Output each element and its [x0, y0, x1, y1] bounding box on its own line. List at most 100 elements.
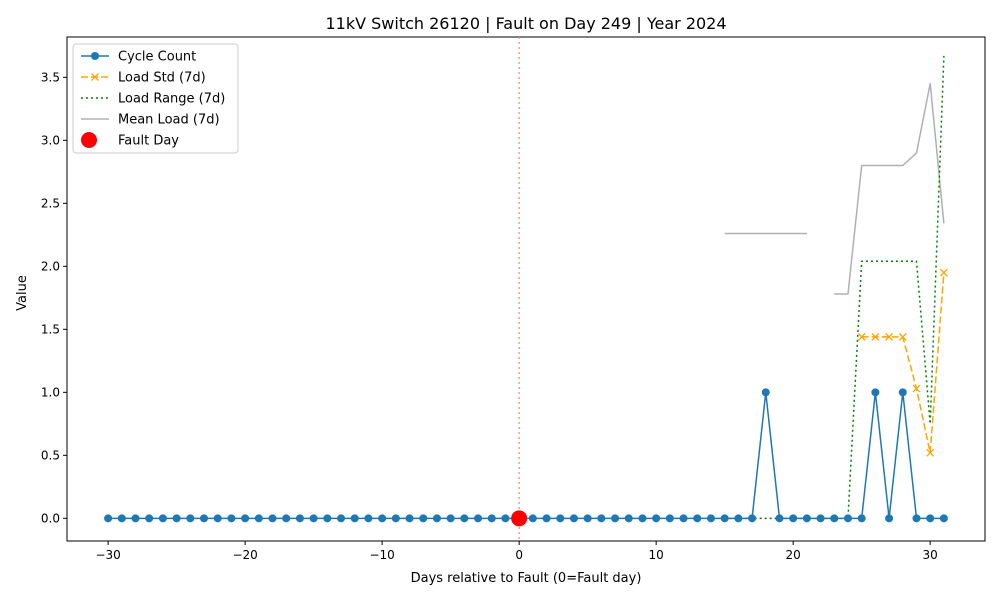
cycle-count-point — [241, 514, 250, 523]
cycle-count-point — [748, 514, 757, 523]
y-tick-label: 2.0 — [41, 259, 60, 273]
cycle-count-point — [350, 514, 359, 523]
x-tick-label: 30 — [923, 548, 938, 562]
cycle-count-point — [789, 514, 798, 523]
cycle-count-point — [775, 514, 784, 523]
cycle-count-point — [665, 514, 674, 523]
cycle-count-point — [611, 514, 620, 523]
cycle-count-point — [816, 514, 825, 523]
series-line — [108, 391, 944, 520]
cycle-count-point — [871, 388, 880, 397]
legend: Cycle Count Load Std (7d) Load Range (7d) M… — [72, 43, 239, 154]
cycle-count-point — [117, 514, 126, 523]
cycle-count-point — [104, 514, 113, 523]
legend-label: Fault Day — [118, 134, 179, 149]
load-std-point — [898, 332, 907, 341]
cycle-count-point — [158, 514, 167, 523]
cycle-count-point — [734, 514, 743, 523]
legend-swatch-marker — [91, 73, 99, 81]
cycle-count-point — [487, 514, 496, 523]
legend-label: Cycle Count — [118, 50, 196, 65]
legend-swatch-marker — [81, 132, 97, 148]
load-std-point — [857, 332, 866, 341]
cycle-count-point — [939, 514, 948, 523]
load-std-point — [885, 332, 894, 341]
load-std-point — [912, 384, 921, 393]
cycle-count-point — [460, 514, 469, 523]
cycle-count-point — [172, 514, 181, 523]
cycle-count-point — [378, 514, 387, 523]
cycle-count-point — [761, 388, 770, 397]
cycle-count-point — [802, 514, 811, 523]
cycle-count-point — [528, 514, 537, 523]
cycle-count-point — [213, 514, 222, 523]
cycle-count-point — [679, 514, 688, 523]
plot-area: −30 −20 −10 0 10 20 30 0.0 0.5 1.0 1.5 2.0 2.5 3.0 3.5 — [41, 36, 986, 562]
cycle-count-point — [652, 514, 661, 523]
chart-title: 11kV Switch 26120 | Fault on Day 249 | Y… — [325, 14, 726, 33]
cycle-count-point — [227, 514, 236, 523]
cycle-count-point — [391, 514, 400, 523]
cycle-count-point — [720, 514, 729, 523]
y-tick-label: 2.5 — [41, 196, 60, 210]
cycle-count-point — [693, 514, 702, 523]
y-tick-label: 0.0 — [41, 511, 60, 525]
cycle-count-point — [145, 514, 154, 523]
cycle-count-point — [857, 514, 866, 523]
cycle-count-point — [432, 514, 441, 523]
cycle-count-point — [556, 514, 565, 523]
cycle-count-point — [638, 514, 647, 523]
x-tick-label: 0 — [515, 548, 523, 562]
cycle-count-point — [419, 514, 428, 523]
cycle-count-point — [200, 514, 209, 523]
x-tick-label: 10 — [649, 548, 664, 562]
series-line — [834, 82, 945, 295]
cycle-count-point — [569, 514, 578, 523]
cycle-count-point — [885, 514, 894, 523]
y-tick-label: 3.0 — [41, 133, 60, 147]
x-tick-label: −10 — [369, 548, 394, 562]
cycle-count-point — [295, 514, 304, 523]
cycle-count-point — [254, 514, 263, 523]
legend-swatch-marker — [91, 52, 99, 60]
cycle-count-point — [830, 514, 839, 523]
series-line — [861, 272, 945, 454]
cycle-count-point — [501, 514, 510, 523]
y-tick-label: 1.0 — [41, 385, 60, 399]
y-tick-label: 0.5 — [41, 448, 60, 462]
plot-frame — [66, 36, 986, 542]
y-axis-label: Value — [15, 275, 30, 311]
x-tick-label: −20 — [232, 548, 257, 562]
cycle-count-point — [405, 514, 414, 523]
cycle-count-point — [323, 514, 332, 523]
legend-box — [72, 43, 239, 154]
x-axis-label: Days relative to Fault (0=Fault day) — [411, 571, 642, 586]
load-std-point — [871, 332, 880, 341]
x-tick-label: 20 — [786, 548, 801, 562]
cycle-count-point — [583, 514, 592, 523]
cycle-count-point — [706, 514, 715, 523]
cycle-count-point — [474, 514, 483, 523]
y-tick-label: 3.5 — [41, 70, 60, 84]
cycle-count-point — [364, 514, 373, 523]
cycle-count-point — [268, 514, 277, 523]
cycle-count-point — [186, 514, 195, 523]
fault-day-point — [511, 510, 528, 527]
legend-label: Mean Load (7d) — [118, 113, 220, 128]
cycle-count-point — [843, 514, 852, 523]
y-tick-label: 1.5 — [41, 322, 60, 336]
legend-label: Load Range (7d) — [118, 92, 225, 107]
cycle-count-point — [898, 388, 907, 397]
series-line — [724, 55, 945, 520]
legend-label: Load Std (7d) — [118, 71, 206, 86]
cycle-count-point — [282, 514, 291, 523]
cycle-count-point — [337, 514, 346, 523]
cycle-count-point — [542, 514, 551, 523]
load-std-point — [939, 268, 948, 277]
cycle-count-point — [912, 514, 921, 523]
load-std-point — [926, 448, 935, 457]
cycle-count-point — [309, 514, 318, 523]
cycle-count-point — [624, 514, 633, 523]
